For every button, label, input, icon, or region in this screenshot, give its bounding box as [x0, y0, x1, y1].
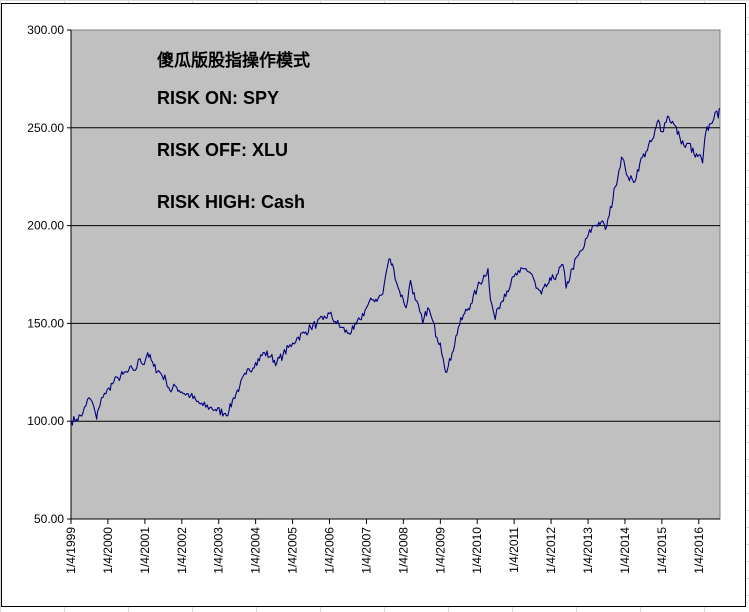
- x-tick-label: 1/4/2002: [175, 527, 189, 574]
- x-tick-label: 1/4/2000: [101, 527, 115, 574]
- chart-annotation: RISK OFF: XLU: [157, 140, 288, 160]
- x-tick-label: 1/4/1999: [64, 527, 78, 574]
- x-tick-label: 1/4/2015: [655, 527, 669, 574]
- x-tick-label: 1/4/2007: [359, 527, 373, 574]
- chart-annotation: RISK HIGH: Cash: [157, 192, 305, 212]
- chart-frame[interactable]: 50.00 100.00 150.00 200.00 250.00 300.00 1/4/…: [1, 3, 746, 607]
- x-tick-label: 1/4/2008: [396, 527, 410, 574]
- x-tick-label: 1/4/2014: [618, 527, 632, 574]
- x-tick-label: 1/4/2016: [692, 527, 706, 574]
- line-chart: 50.00 100.00 150.00 200.00 250.00 300.00 1/4/…: [27, 23, 721, 574]
- x-tick-label: 1/4/2001: [138, 527, 152, 574]
- chart-annotation: RISK ON: SPY: [157, 88, 279, 108]
- y-tick-label: 50.00: [34, 512, 64, 526]
- x-tick-label: 1/4/2011: [507, 527, 521, 573]
- x-tick-label: 1/4/2003: [212, 527, 226, 574]
- x-tick-label: 1/4/2006: [323, 527, 337, 574]
- x-tick-label: 1/4/2005: [286, 527, 300, 574]
- plot-area: [70, 29, 721, 520]
- x-tick-label: 1/4/2013: [581, 527, 595, 574]
- x-tick-label: 1/4/2012: [544, 527, 558, 574]
- y-tick-label: 300.00: [27, 23, 64, 37]
- y-tick-label: 250.00: [27, 121, 64, 135]
- y-tick-label: 200.00: [27, 219, 64, 233]
- x-tick-label: 1/4/2009: [433, 527, 447, 574]
- x-tick-label: 1/4/2010: [470, 527, 484, 574]
- series-line: [70, 107, 721, 426]
- y-tick-label: 100.00: [27, 414, 64, 428]
- x-tick-label: 1/4/2004: [249, 527, 263, 574]
- y-tick-label: 150.00: [27, 316, 64, 330]
- chart-annotation-title: 傻瓜版股指操作模式: [157, 50, 310, 71]
